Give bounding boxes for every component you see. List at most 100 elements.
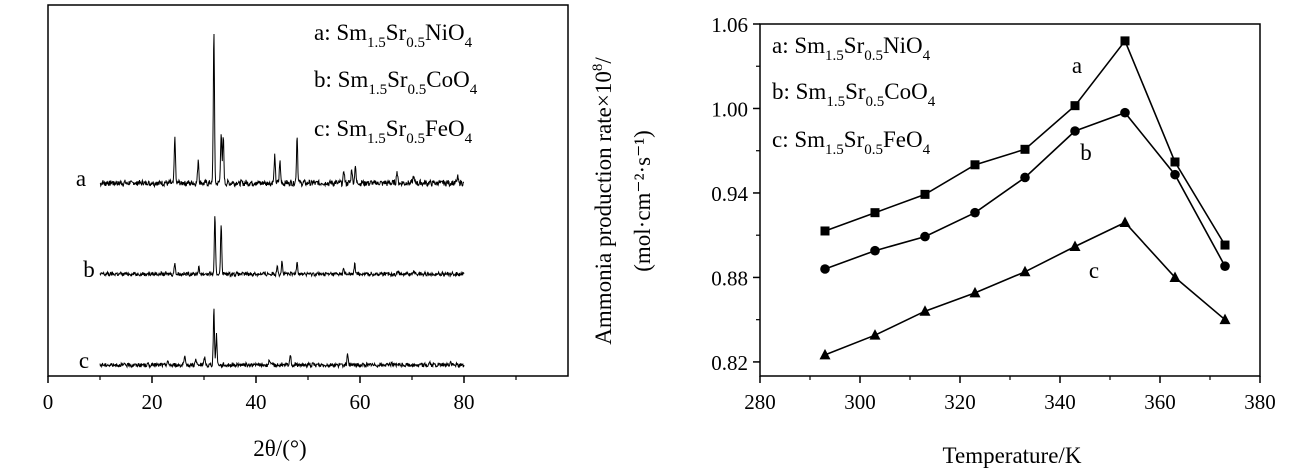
formula-element: Sr xyxy=(844,127,865,152)
formula-element: CoO xyxy=(884,79,927,104)
y-axis-label-slash: / xyxy=(591,57,616,64)
x-tick-label: 20 xyxy=(142,390,163,414)
curve-label-a: a xyxy=(1072,53,1082,78)
legend-key: b xyxy=(772,79,784,104)
legend-key: c xyxy=(314,116,324,141)
y-tick-label: 0.82 xyxy=(711,351,748,375)
data-point-b xyxy=(1070,126,1080,136)
formula-subscript: 1.5 xyxy=(368,82,387,98)
data-point-a xyxy=(1070,101,1080,111)
data-point-b xyxy=(1020,172,1030,183)
legend-separator: : xyxy=(324,20,336,45)
legend-separator: : xyxy=(326,67,338,92)
legend-key: c xyxy=(772,127,782,152)
formula-subscript: 1.5 xyxy=(825,142,844,158)
data-point-a xyxy=(1120,36,1130,46)
data-point-b xyxy=(970,207,980,218)
formula-element: Sm xyxy=(336,20,367,45)
curve-label-a: a xyxy=(76,166,86,191)
x-tick-label: 300 xyxy=(844,390,876,414)
data-point-a xyxy=(1170,157,1180,167)
curve-label-b: b xyxy=(1080,140,1092,165)
formula-element: Sm xyxy=(794,33,825,58)
formula-subscript: 4 xyxy=(923,48,931,64)
legend-separator: : xyxy=(324,116,336,141)
x-tick-label: 80 xyxy=(454,390,475,414)
data-point-c xyxy=(1219,313,1231,325)
x-tick-label: 60 xyxy=(350,390,371,414)
formula-element: Sm xyxy=(794,127,825,152)
y-axis-label-line1: Ammonia production rate×108/ xyxy=(590,57,616,345)
data-point-c xyxy=(819,348,831,360)
formula-element: Sr xyxy=(844,33,865,58)
data-point-a xyxy=(1020,144,1030,154)
formula-subscript: 0.5 xyxy=(408,82,427,98)
formula-subscript: 4 xyxy=(470,82,478,98)
y-tick-label: 1.00 xyxy=(711,97,748,121)
legend-separator: : xyxy=(782,33,794,58)
data-point-c xyxy=(869,329,881,340)
formula-subscript: 1.5 xyxy=(367,131,386,147)
data-point-b xyxy=(820,264,830,274)
legend-entry-b: b: Sm1.5​Sr0.5​CoO4​ xyxy=(772,79,936,110)
legend-separator: : xyxy=(782,127,794,152)
x-axis-label: 2θ/(°) xyxy=(253,436,306,461)
x-axis-label: Temperature/K xyxy=(943,443,1082,468)
formula-subscript: 4 xyxy=(465,35,473,51)
data-point-c xyxy=(1119,216,1131,228)
y-tick-label: 0.88 xyxy=(711,266,748,290)
xrd-pattern-a xyxy=(99,33,464,189)
formula-subscript: 4 xyxy=(923,142,931,158)
formula-element: Sm xyxy=(336,116,367,141)
x-tick-label: 380 xyxy=(1244,390,1276,414)
legend-entry-b: b: Sm1.5​Sr0.5​CoO4​ xyxy=(314,67,478,98)
formula-element: Sr xyxy=(845,79,866,104)
formula-subscript: 0.5 xyxy=(864,142,883,158)
y-tick-label: 0.94 xyxy=(711,182,748,206)
legend-key: a xyxy=(314,20,324,45)
xrd-pattern-c xyxy=(99,308,465,370)
series-line-c xyxy=(824,221,1226,356)
formula-element: Sr xyxy=(386,20,407,45)
formula-subscript: 1.5 xyxy=(826,94,845,110)
data-point-a xyxy=(920,189,930,199)
curve-label-c: c xyxy=(1089,258,1099,283)
legend-separator: : xyxy=(784,79,796,104)
legend-entry-c: c: Sm1.5​Sr0.5​FeO4​ xyxy=(772,127,931,158)
x-tick-label: 320 xyxy=(944,390,976,414)
legend-key: a xyxy=(772,33,782,58)
data-point-c xyxy=(1169,271,1181,282)
data-point-b xyxy=(1170,169,1180,180)
y-axis-label-superscript: 8 xyxy=(590,64,606,72)
y-tick-label: 1.06 xyxy=(711,13,748,37)
data-point-a xyxy=(870,208,880,218)
formula-element: Sm xyxy=(338,67,369,92)
legend-entry-a: a: Sm1.5​Sr0.5​NiO4​ xyxy=(314,20,473,51)
xrd-pattern-b xyxy=(99,216,465,278)
x-tick-label: 280 xyxy=(744,390,776,414)
formula-element: Sm xyxy=(796,79,827,104)
formula-element: CoO xyxy=(426,67,469,92)
data-point-a xyxy=(970,160,980,170)
formula-subscript: 4 xyxy=(465,131,473,147)
y-axis-label-text: Ammonia production rate×10 xyxy=(591,71,616,345)
y-axis-label-line2: (mol·cm⁻²·s⁻¹) xyxy=(630,130,655,272)
formula-element: NiO xyxy=(883,33,923,58)
series-c xyxy=(819,216,1231,360)
data-point-b xyxy=(870,245,880,256)
data-point-c xyxy=(1069,240,1081,251)
plot-frame xyxy=(47,4,569,377)
data-point-b xyxy=(1220,261,1230,271)
formula-subscript: 0.5 xyxy=(866,94,885,110)
formula-element: Sr xyxy=(387,67,408,92)
formula-subscript: 0.5 xyxy=(406,131,425,147)
formula-element: NiO xyxy=(425,20,465,45)
data-point-c xyxy=(1019,265,1031,277)
data-point-b xyxy=(1120,107,1130,118)
formula-element: Sr xyxy=(386,116,407,141)
legend-entry-c: c: Sm1.5​Sr0.5​FeO4​ xyxy=(314,116,473,147)
x-tick-label: 0 xyxy=(43,390,54,414)
formula-subscript: 4 xyxy=(928,94,936,110)
curve-label-b: b xyxy=(83,257,95,282)
